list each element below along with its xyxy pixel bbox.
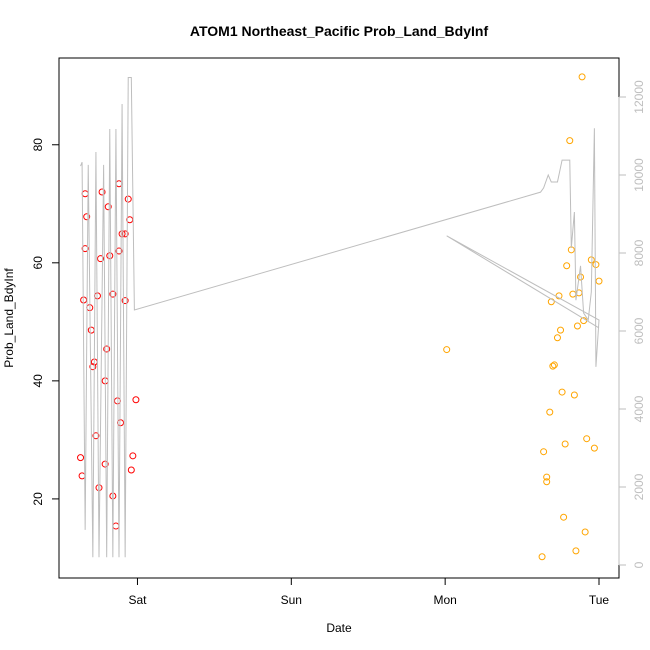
point [540,448,548,456]
point [98,188,106,196]
y-tick-label: 60 [31,256,45,270]
y2-tick-label: 10000 [632,158,646,192]
point [101,460,109,468]
x-tick-label: Mon [433,593,456,607]
point [595,277,603,285]
point [561,440,569,448]
point [124,195,132,203]
point [121,297,129,305]
point [558,388,566,396]
point [550,361,558,369]
y2-tick-label: 6000 [632,317,646,344]
point [443,346,451,354]
point [560,513,568,521]
y2-tick-label: 4000 [632,395,646,422]
point [566,137,574,145]
point [543,473,551,481]
point [109,290,117,298]
point [104,203,112,211]
point [103,345,111,353]
point [543,478,551,486]
point [92,432,100,440]
point [118,230,126,238]
point [546,408,554,416]
point [549,362,557,370]
y-tick-label: 40 [31,374,45,388]
point [83,213,91,221]
point [592,261,600,269]
point [590,444,598,452]
y-tick-label: 20 [31,492,45,506]
x-tick-label: Tue [589,593,610,607]
x-tick-label: Sat [128,593,147,607]
point [572,547,580,555]
point [121,230,129,238]
x-tick-label: Sun [281,593,302,607]
y-axis-label: Prob_Land_BdyInf [2,268,16,368]
y2-tick-label: 8000 [632,239,646,266]
point [581,528,589,536]
point [557,326,565,334]
point [95,484,103,492]
point [97,255,105,263]
point [129,452,137,460]
point [578,73,586,81]
y2-tick-label: 0 [632,561,646,568]
point [132,396,140,404]
point [587,256,595,264]
point [127,466,135,474]
y-tick-label: 80 [31,138,45,152]
point [583,435,591,443]
y2-tick-label: 12000 [632,80,646,114]
chart-title: ATOM1 Northeast_Pacific Prob_Land_BdyInf [190,23,489,39]
point [553,334,561,342]
point [89,363,97,371]
point [115,247,123,255]
y2-tick-label: 2000 [632,473,646,500]
point [573,322,581,330]
point [77,454,85,462]
point [106,252,114,260]
point [563,262,571,270]
line [80,77,600,558]
point [538,553,546,561]
point [577,273,585,281]
x-axis-label: Date [326,621,352,635]
point [81,245,89,253]
point [570,391,578,399]
